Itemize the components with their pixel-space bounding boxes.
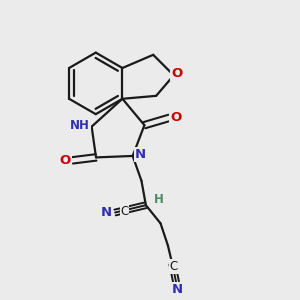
Text: O: O — [60, 154, 71, 167]
Text: O: O — [170, 111, 182, 124]
Text: C: C — [169, 260, 178, 273]
Text: C: C — [120, 205, 129, 218]
Text: H: H — [154, 194, 164, 206]
Text: NH: NH — [70, 119, 90, 132]
Text: N: N — [171, 283, 182, 296]
Text: O: O — [171, 68, 182, 80]
Text: N: N — [134, 148, 146, 161]
Text: N: N — [101, 206, 112, 219]
